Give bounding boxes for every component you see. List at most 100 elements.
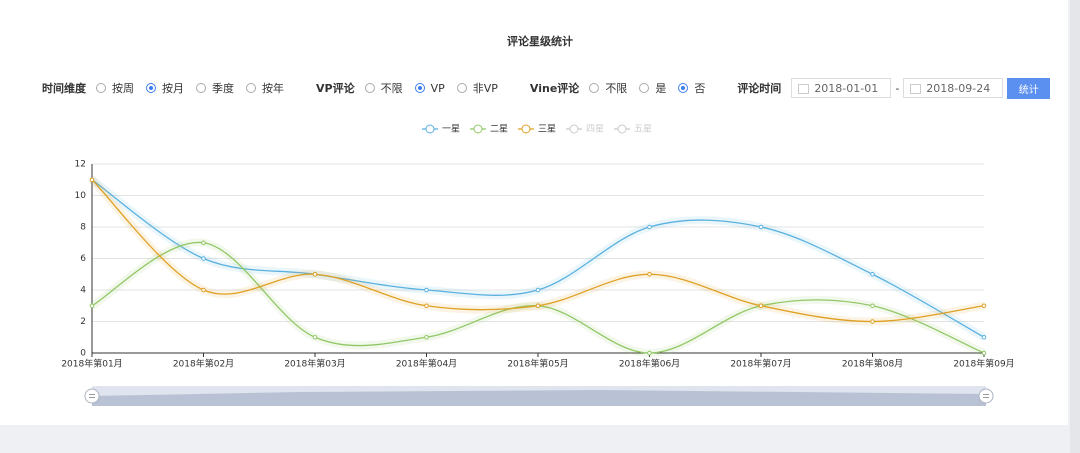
point	[535, 287, 541, 293]
option-label: 按周	[112, 82, 134, 95]
legend-label: 四星	[586, 124, 604, 135]
legend-symbol	[569, 124, 579, 134]
radio-button[interactable]	[589, 83, 600, 93]
radio-button[interactable]	[678, 83, 689, 93]
radio-button[interactable]	[146, 83, 156, 93]
radio-group: Vine评论 不限 是 否	[530, 80, 717, 96]
zoom-handle[interactable]	[978, 388, 994, 404]
radio-option[interactable]: 否	[678, 80, 705, 96]
point	[89, 177, 95, 183]
x-tick-label: 2018年第09月	[953, 358, 1014, 370]
option-label: 季度	[212, 82, 234, 95]
radio-button[interactable]	[196, 83, 206, 93]
point	[201, 256, 206, 261]
point	[424, 303, 429, 309]
point	[981, 303, 987, 309]
point	[758, 224, 764, 230]
point	[424, 287, 429, 293]
radio-button[interactable]	[414, 83, 425, 93]
date-label: 评论时间	[737, 82, 782, 95]
option-label: 不限	[380, 82, 403, 95]
point	[870, 271, 875, 277]
option-label: 是	[655, 82, 667, 95]
radio-option[interactable]: 是	[639, 80, 666, 96]
x-tick-label: 2018年第05月	[507, 358, 568, 370]
option-label: 否	[694, 82, 706, 95]
filter-row: 时间维度 按周 按月 季度 按年 VP评论 不限 VP 非VP Vine评论 不限 是 否 评论时间 201…	[42, 77, 1070, 99]
radio-option[interactable]: 不限	[589, 80, 627, 96]
y-tick-label: 8	[80, 223, 86, 233]
y-tick-label: 4	[80, 286, 86, 296]
group-label: VP评论	[316, 82, 355, 95]
radio-button[interactable]	[246, 83, 256, 93]
group-label: Vine评论	[529, 82, 580, 95]
radio-group: 时间维度 按周 按月 季度 按年	[42, 80, 296, 96]
y-tick-label: 2	[80, 317, 86, 327]
option-label: 按年	[262, 82, 284, 95]
radio-option[interactable]: 非VP	[456, 80, 498, 96]
submit-button[interactable]: 统计	[1007, 77, 1051, 99]
radio-group: VP评论 不限 VP 非VP	[316, 80, 510, 96]
point	[424, 334, 429, 340]
date-end[interactable]: 2018-09-24	[903, 78, 1004, 98]
y-tick-label: 10	[75, 191, 87, 201]
legend-label: 五星	[634, 124, 652, 135]
option-label: 非VP	[472, 82, 498, 95]
legend-symbol	[521, 124, 531, 134]
scrollbar[interactable]	[1070, 0, 1080, 453]
legend-symbol	[617, 124, 627, 134]
series-line	[91, 179, 985, 323]
point	[647, 271, 652, 277]
legend-label: 二星	[490, 124, 508, 135]
legend-label: 一星	[442, 124, 460, 135]
point	[312, 334, 318, 340]
radio-option[interactable]: 季度	[196, 80, 234, 96]
point	[89, 303, 95, 309]
x-tick-label: 2018年第08月	[842, 358, 903, 370]
radio-option[interactable]: 按年	[246, 80, 284, 96]
date-start[interactable]: 2018-01-01	[791, 78, 892, 98]
radio-option[interactable]: 不限	[364, 80, 403, 96]
chart: 评论星级统计 0 2 4 6 8 10 12 2018年第01月 2018年第02月 2018年第…	[61, 34, 1015, 406]
x-tick-label: 2018年第01月	[61, 358, 122, 370]
legend-symbol	[425, 124, 435, 134]
chart-title: 评论星级统计	[507, 34, 573, 48]
point	[981, 350, 987, 356]
point	[870, 303, 875, 309]
x-tick-label: 2018年第03月	[284, 358, 345, 370]
date-separator: -	[895, 81, 900, 95]
point	[758, 303, 764, 309]
group-label: 时间维度	[42, 82, 86, 95]
point	[535, 303, 541, 309]
radio-option[interactable]: VP	[414, 81, 445, 95]
x-tick-label: 2018年第06月	[619, 358, 680, 370]
point	[647, 224, 652, 230]
legend-label: 三星	[538, 124, 556, 135]
x-tick-label: 2018年第02月	[173, 358, 234, 370]
zoom-shadow	[92, 390, 986, 406]
zoom-handle[interactable]	[84, 388, 100, 404]
radio-button[interactable]	[639, 83, 650, 93]
y-tick-label: 6	[80, 254, 86, 264]
x-tick-label: 2018年第07月	[730, 358, 791, 370]
radio-option[interactable]: 按周	[96, 80, 134, 96]
panel	[0, 0, 1068, 425]
point	[312, 271, 318, 277]
x-tick-label: 2018年第04月	[396, 358, 457, 370]
y-tick-label: 12	[75, 160, 86, 170]
legend-symbol	[473, 124, 483, 134]
radio-button[interactable]	[456, 83, 467, 93]
option-label: VP	[430, 81, 445, 95]
point	[201, 287, 206, 293]
option-label: 不限	[605, 82, 628, 95]
radio-option[interactable]: 按月	[146, 80, 184, 96]
point	[870, 319, 875, 324]
point	[201, 240, 206, 246]
option-label: 按月	[162, 82, 184, 95]
radio-button[interactable]	[364, 83, 375, 93]
y-tick-label: 0	[80, 349, 86, 359]
radio-button[interactable]	[96, 83, 106, 93]
point	[981, 334, 987, 340]
point	[647, 350, 652, 356]
